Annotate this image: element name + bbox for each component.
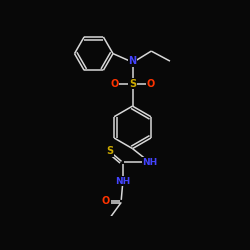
Text: O: O bbox=[102, 196, 110, 206]
Text: O: O bbox=[110, 78, 119, 88]
Text: S: S bbox=[106, 146, 113, 156]
Text: NH: NH bbox=[115, 176, 130, 186]
Text: O: O bbox=[146, 78, 154, 88]
Text: NH: NH bbox=[142, 158, 158, 167]
Text: S: S bbox=[129, 78, 136, 88]
Text: N: N bbox=[128, 56, 136, 66]
